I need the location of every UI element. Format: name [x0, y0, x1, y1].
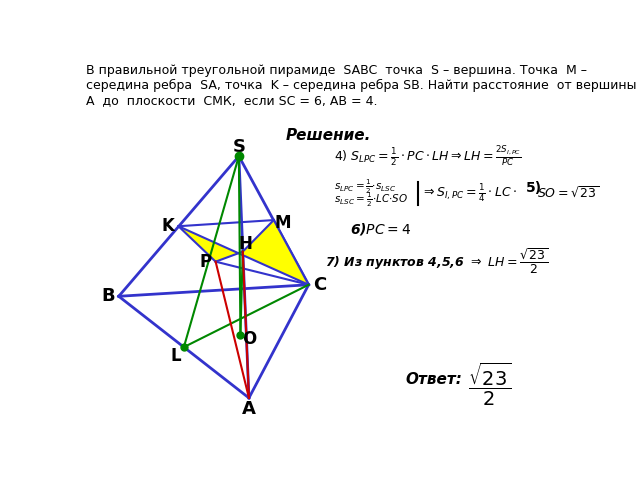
Text: 4) $S_{LPC} = \frac{1}{2} \cdot PC \cdot LH \Rightarrow LH = \frac{2S_{I,PC}}{PC: 4) $S_{LPC} = \frac{1}{2} \cdot PC \cdot… — [334, 144, 522, 168]
Text: Ответ:: Ответ: — [406, 372, 462, 387]
Text: P: P — [200, 252, 212, 271]
Text: 7) Из пунктов 4,5,6 $\Rightarrow$ $LH = \dfrac{\sqrt{23}}{2}$: 7) Из пунктов 4,5,6 $\Rightarrow$ $LH = … — [325, 247, 548, 276]
Text: A: A — [242, 400, 256, 418]
Text: $s_{LPC}{=}\frac{1}{2}{\cdot}s_{LSC}$: $s_{LPC}{=}\frac{1}{2}{\cdot}s_{LSC}$ — [334, 178, 396, 196]
Text: 5): 5) — [525, 181, 541, 195]
Text: S: S — [232, 138, 245, 156]
Text: M: M — [275, 214, 291, 232]
Text: L: L — [171, 348, 181, 365]
Text: $SO = \sqrt{23}$: $SO = \sqrt{23}$ — [537, 186, 600, 201]
Text: K: K — [161, 217, 174, 235]
Text: B: B — [101, 288, 115, 305]
Text: H: H — [239, 235, 253, 253]
Text: $\Rightarrow S_{I,PC} = \frac{1}{4} \cdot LC \cdot$: $\Rightarrow S_{I,PC} = \frac{1}{4} \cdo… — [421, 182, 517, 204]
Text: $s_{LSC}{=}\frac{1}{2}{\cdot}LC{\cdot}SO$: $s_{LSC}{=}\frac{1}{2}{\cdot}LC{\cdot}SO… — [334, 190, 408, 208]
Text: $\dfrac{\sqrt{23}}{2}$: $\dfrac{\sqrt{23}}{2}$ — [467, 360, 511, 408]
Text: В правильной треугольной пирамиде  SABC  точка  S – вершина. Точка  М –
середина: В правильной треугольной пирамиде SABC т… — [86, 64, 637, 107]
Text: 6)$PC=4$: 6)$PC=4$ — [349, 220, 411, 237]
Text: C: C — [313, 276, 326, 294]
Polygon shape — [179, 220, 308, 285]
Text: O: O — [243, 330, 257, 348]
Text: Решение.: Решение. — [285, 129, 371, 144]
